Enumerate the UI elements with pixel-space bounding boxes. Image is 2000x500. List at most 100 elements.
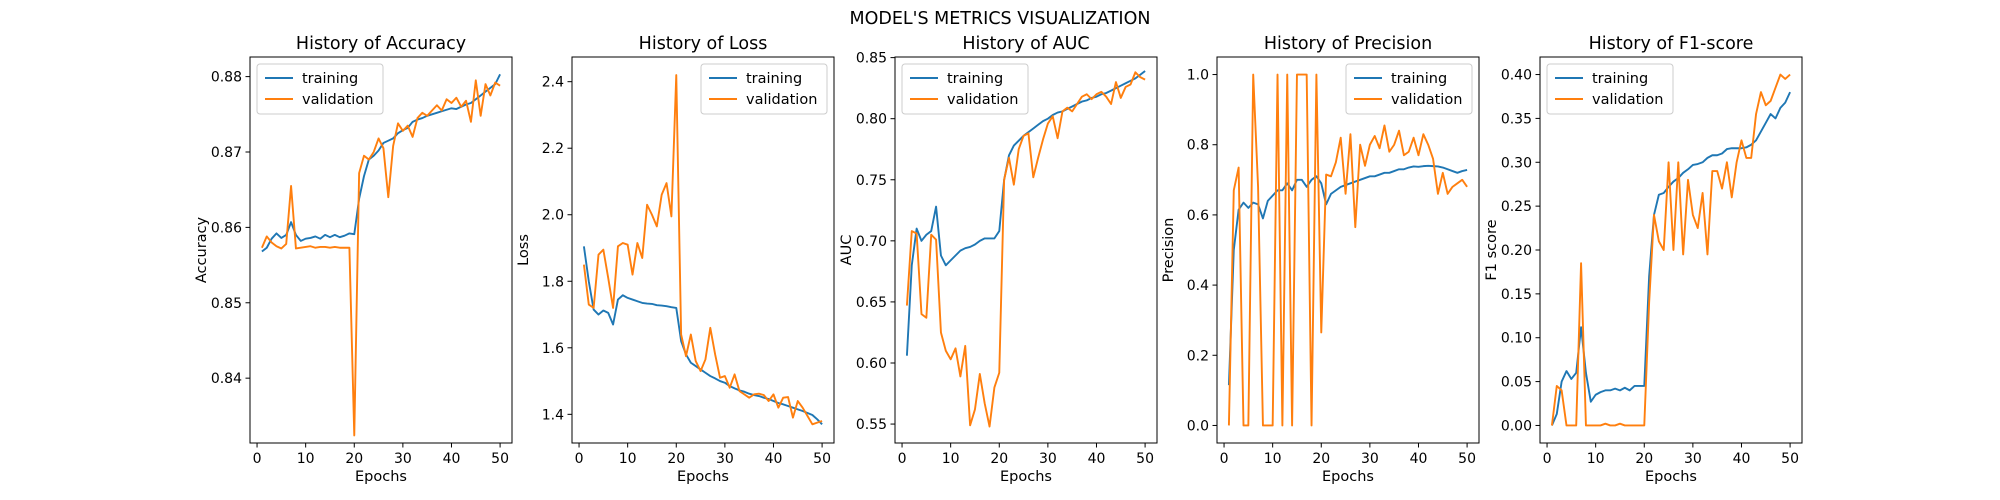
x-tick-label: 10 xyxy=(1587,451,1605,467)
y-axis-label: Precision xyxy=(1161,218,1177,283)
series-line-validation xyxy=(261,79,501,437)
y-tick-label: 0.4 xyxy=(1187,278,1209,294)
y-axis-label: F1 score xyxy=(1484,219,1500,280)
x-tick-label: 50 xyxy=(813,451,831,467)
legend-label-training: training xyxy=(1391,71,1447,87)
panel-title: History of Precision xyxy=(1264,34,1432,54)
axes-frame xyxy=(894,56,1158,444)
panel-title: History of Accuracy xyxy=(296,34,466,54)
axes-frame xyxy=(1216,56,1480,444)
x-tick-label: 50 xyxy=(1458,451,1476,467)
legend-box xyxy=(1546,63,1674,115)
y-axis-label: Loss xyxy=(516,234,532,266)
y-tick-label: 0.05 xyxy=(1501,375,1532,391)
y-tick-label: 1.4 xyxy=(542,407,564,423)
series-line-validation xyxy=(582,74,823,426)
x-axis-label: Epochs xyxy=(1000,469,1052,485)
y-tick-label: 0.10 xyxy=(1501,331,1532,347)
series-lines xyxy=(582,74,823,426)
panel-title: History of Loss xyxy=(639,34,768,54)
legend-label-validation: validation xyxy=(1592,92,1663,108)
legend: training validation xyxy=(901,63,1029,115)
x-tick-label: 0 xyxy=(1220,451,1229,467)
axes-frame xyxy=(249,56,513,444)
series-line-training xyxy=(1227,164,1468,386)
x-tick-label: 30 xyxy=(1361,451,1379,467)
y-tick-label: 0.00 xyxy=(1501,418,1532,434)
y-tick-label: 0.0 xyxy=(1187,418,1209,434)
y-tick-label: 0.65 xyxy=(856,295,887,311)
legend-label-validation: validation xyxy=(1391,92,1462,108)
series-lines xyxy=(905,70,1146,428)
y-axis-label: Accuracy xyxy=(194,216,210,283)
y-tick-label: 0.60 xyxy=(856,356,887,372)
y-tick-label: 0.30 xyxy=(1501,155,1532,171)
chart-panel-4: History of Precision 0 10 20 30 40 50 0.0 0.2 0.4… xyxy=(1161,34,1480,485)
y-tick-label: 0.85 xyxy=(856,51,887,67)
legend-box xyxy=(700,63,828,115)
figure-suptitle: MODEL'S METRICS VISUALIZATION xyxy=(850,9,1151,29)
legend-box xyxy=(901,63,1029,115)
y-tick-label: 0.2 xyxy=(1187,348,1209,364)
panel-title: History of AUC xyxy=(962,34,1089,54)
y-axis-label: AUC xyxy=(839,235,855,266)
x-tick-label: 40 xyxy=(1733,451,1751,467)
x-tick-label: 40 xyxy=(443,451,461,467)
y-tick-label: 0.70 xyxy=(856,234,887,250)
legend: training validation xyxy=(256,63,384,115)
y-tick-label: 2.0 xyxy=(542,208,564,224)
legend-label-training: training xyxy=(1592,71,1648,87)
y-tick-label: 1.6 xyxy=(542,341,564,357)
y-tick-label: 1.8 xyxy=(542,274,564,290)
legend-label-training: training xyxy=(947,71,1003,87)
y-tick-label: 0.75 xyxy=(856,173,887,189)
x-tick-label: 20 xyxy=(990,451,1008,467)
legend-box xyxy=(256,63,384,115)
y-tick-label: 0.20 xyxy=(1501,243,1532,259)
series-line-validation xyxy=(905,71,1146,428)
y-tick-label: 2.2 xyxy=(542,141,564,157)
y-tick-label: 2.4 xyxy=(542,75,564,91)
series-line-training xyxy=(1551,91,1791,426)
chart-panel-1: History of Accuracy 0 10 20 30 40 50 0.84 0.85 0.… xyxy=(194,34,513,485)
x-tick-label: 50 xyxy=(1781,451,1799,467)
series-lines xyxy=(1550,73,1791,427)
x-axis-label: Epochs xyxy=(355,469,407,485)
x-tick-label: 50 xyxy=(491,451,509,467)
series-line-validation xyxy=(1227,73,1468,427)
x-axis-label: Epochs xyxy=(1322,469,1374,485)
x-tick-label: 20 xyxy=(1635,451,1653,467)
y-tick-label: 0.80 xyxy=(856,112,887,128)
legend: training validation xyxy=(1546,63,1674,115)
x-tick-label: 10 xyxy=(942,451,960,467)
x-tick-label: 50 xyxy=(1136,451,1154,467)
legend: training validation xyxy=(700,63,828,115)
x-tick-label: 30 xyxy=(716,451,734,467)
chart-panel-3: History of AUC 0 10 20 30 40 50 0.55 0.60 0.65 0.7… xyxy=(839,34,1158,485)
x-tick-label: 30 xyxy=(1684,451,1702,467)
y-tick-label: 0.86 xyxy=(211,220,242,236)
panel-title: History of F1-score xyxy=(1589,34,1754,54)
x-tick-label: 40 xyxy=(765,451,783,467)
x-tick-label: 10 xyxy=(619,451,637,467)
y-tick-label: 0.87 xyxy=(211,145,242,161)
x-tick-label: 30 xyxy=(1039,451,1057,467)
legend: training validation xyxy=(1345,63,1473,115)
series-lines xyxy=(1227,73,1468,427)
axes-frame xyxy=(571,56,835,444)
chart-panel-2: History of Loss 0 10 20 30 40 50 1.4 1.6 1.8 2.0 2.… xyxy=(516,34,835,485)
x-tick-label: 0 xyxy=(575,451,584,467)
y-tick-label: 0.40 xyxy=(1501,68,1532,84)
x-axis-label: Epochs xyxy=(1645,469,1697,485)
y-tick-label: 0.15 xyxy=(1501,287,1532,303)
y-tick-label: 0.85 xyxy=(211,296,242,312)
y-tick-label: 0.8 xyxy=(1187,138,1209,154)
x-tick-label: 40 xyxy=(1088,451,1106,467)
series-lines xyxy=(261,73,501,437)
x-tick-label: 20 xyxy=(667,451,685,467)
series-line-training xyxy=(582,246,823,425)
x-tick-label: 0 xyxy=(1543,451,1552,467)
x-tick-label: 0 xyxy=(253,451,262,467)
y-tick-label: 0.84 xyxy=(211,371,242,387)
